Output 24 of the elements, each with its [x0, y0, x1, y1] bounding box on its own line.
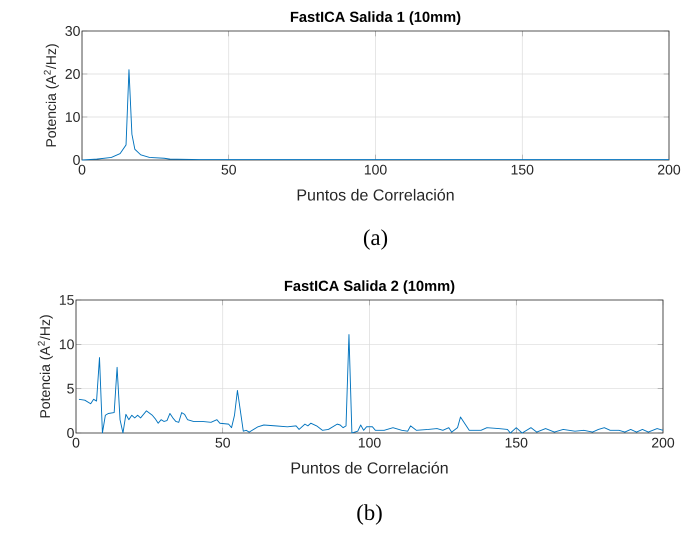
- x-tick-label: 50: [222, 164, 236, 175]
- y-axis-title: Potencia (A$^{2}$/Hz): [38, 315, 53, 418]
- x-axis-title: Puntos de Correlación: [298, 188, 454, 201]
- y-axis-title: Potencia (A$^{2}$/Hz): [44, 44, 59, 146]
- x-tick-label: 100: [358, 438, 381, 448]
- y-tick-label: 5: [67, 384, 74, 394]
- x-tick-label: 200: [652, 438, 674, 448]
- chart-title: FastICA Salida 2 (10mm): [284, 280, 454, 294]
- y-tick-label: 0: [67, 428, 74, 438]
- y-tick-label: 10: [66, 112, 80, 122]
- text: (a): [364, 229, 388, 250]
- x-tick-label: 150: [512, 164, 534, 175]
- y-tick-label: 20: [66, 69, 80, 79]
- y-tick-label: 10: [60, 339, 74, 350]
- x-tick-label: 150: [506, 438, 528, 448]
- y-tick-label: 15: [60, 295, 74, 305]
- y-tick-label: 0: [73, 155, 80, 165]
- y-tick-label: 30: [65, 26, 80, 36]
- text: (b): [357, 504, 382, 525]
- x-tick-label: 100: [364, 164, 387, 175]
- chart-title: FastICA Salida 1 (10mm): [290, 11, 460, 25]
- x-tick-label: 50: [216, 438, 230, 448]
- x-tick-label: 200: [658, 164, 680, 175]
- x-axis-title: Puntos de Correlación: [292, 462, 448, 474]
